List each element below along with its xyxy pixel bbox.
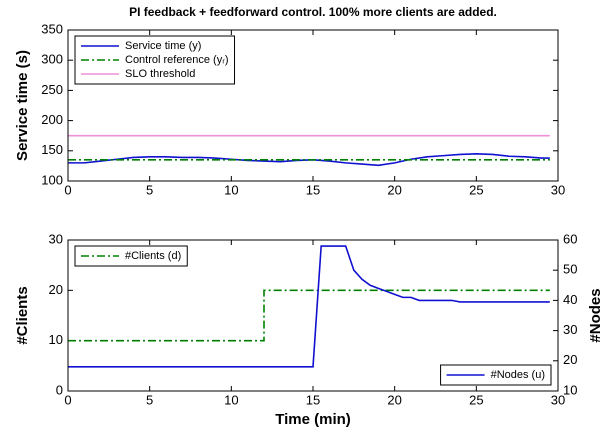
legend: #Nodes (u) (440, 364, 552, 386)
y-tick-label: 10 (49, 332, 63, 347)
y-tick-label: 100 (41, 172, 63, 187)
y-tick-label: 200 (41, 112, 63, 127)
legend-label: Service time (y) (125, 40, 201, 52)
x-tick-label: 30 (551, 182, 565, 197)
x-tick-label: 15 (306, 182, 320, 197)
legend-label: Control reference (yᵣ) (125, 54, 229, 66)
legend: Service time (y) Control reference (yᵣ) SL… (74, 35, 236, 85)
axes-frame (67, 239, 559, 392)
y-axis-label: Service time (s) (14, 50, 31, 161)
series-line (68, 289, 550, 342)
y-tick-label: 350 (41, 21, 63, 36)
y2-tick-label: 50 (563, 262, 577, 277)
legend: #Clients (d) (74, 245, 188, 267)
y2-tick-label: 10 (563, 382, 577, 397)
x-tick-label: 5 (146, 182, 153, 197)
y2-tick-label: 60 (563, 231, 577, 246)
chart-title: PI feedback + feedforward control. 100% … (129, 5, 497, 19)
x-tick-label: 10 (224, 392, 238, 407)
legend-label: #Clients (d) (125, 250, 181, 262)
x-tick-label: 25 (469, 392, 483, 407)
x-tick-label: 30 (551, 392, 565, 407)
y2-tick-label: 20 (563, 352, 577, 367)
y-axis-label: #Clients (14, 286, 31, 344)
x-tick-label: 5 (146, 392, 153, 407)
series-line (68, 245, 550, 368)
y2-axis-label: #Nodes (587, 288, 604, 342)
legend-frame (440, 364, 552, 386)
y-tick-label: 150 (41, 142, 63, 157)
x-tick-label: 0 (64, 392, 71, 407)
panel: PI feedback + feedforward control. 100% … (14, 5, 565, 197)
x-tick-label: 15 (306, 392, 320, 407)
y-tick-label: 250 (41, 82, 63, 97)
x-tick-label: 25 (469, 182, 483, 197)
x-tick-label: 20 (387, 182, 401, 197)
x-tick-label: 0 (64, 182, 71, 197)
x-tick-label: 10 (224, 182, 238, 197)
legend-label: #Nodes (u) (491, 369, 545, 381)
legend-frame (74, 245, 188, 267)
axes-frame (67, 29, 559, 182)
y2-tick-label: 40 (563, 292, 577, 307)
y-tick-label: 20 (49, 282, 63, 297)
y-tick-label: 300 (41, 52, 63, 67)
y2-tick-label: 30 (563, 322, 577, 337)
x-tick-label: 20 (387, 392, 401, 407)
legend-label: SLO threshold (125, 68, 195, 80)
x-axis-label: Time (min) (275, 411, 351, 428)
y-tick-label: 0 (56, 382, 63, 397)
y-tick-label: 30 (49, 231, 63, 246)
